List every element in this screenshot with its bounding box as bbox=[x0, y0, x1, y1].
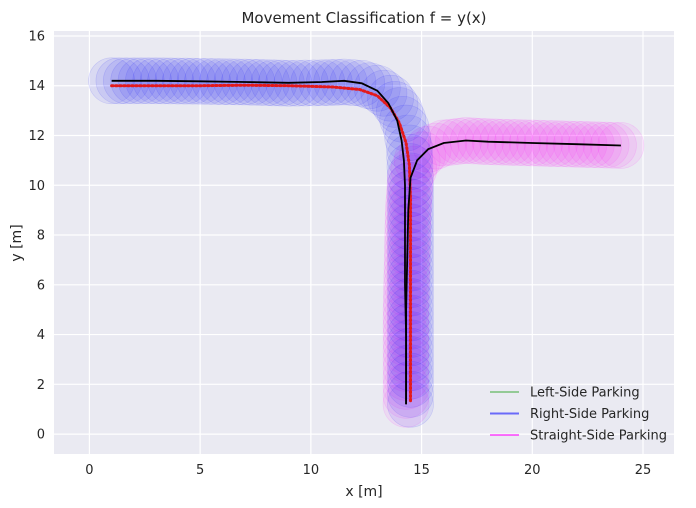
x-tick-label: 15 bbox=[413, 463, 430, 478]
x-tick-label: 5 bbox=[196, 463, 204, 478]
paths bbox=[110, 79, 621, 405]
plot-area bbox=[54, 31, 674, 454]
series-envelope bbox=[88, 57, 434, 428]
legend-label: Right-Side Parking bbox=[530, 407, 649, 422]
y-axis-label: y [m] bbox=[9, 224, 25, 261]
envelope-circle bbox=[346, 62, 393, 110]
x-tick-label: 0 bbox=[85, 463, 93, 478]
grid bbox=[54, 31, 674, 454]
envelope-circle bbox=[367, 74, 414, 122]
x-axis-label: x [m] bbox=[345, 484, 382, 500]
chart-title: Movement Classification f = y(x) bbox=[241, 9, 486, 27]
x-tick-label: 10 bbox=[303, 463, 320, 478]
y-tick-label: 14 bbox=[28, 79, 45, 94]
trajectory-left bbox=[111, 79, 407, 405]
y-tick-label: 0 bbox=[37, 428, 45, 443]
y-tick-label: 8 bbox=[37, 229, 45, 244]
tick-labels: 0 5 10 15 20 25 0 2 4 6 8 10 12 14 16 bbox=[28, 29, 651, 478]
y-tick-label: 10 bbox=[28, 179, 45, 194]
y-tick-label: 6 bbox=[37, 278, 45, 293]
legend-label: Left-Side Parking bbox=[530, 386, 640, 401]
y-tick-label: 16 bbox=[28, 29, 45, 44]
envelope-circle bbox=[371, 81, 419, 128]
legend: Left-Side Parking Right-Side Parking Strai… bbox=[490, 386, 667, 444]
x-tick-label: 25 bbox=[635, 463, 652, 478]
x-tick-label: 20 bbox=[524, 463, 541, 478]
trajectory-right bbox=[405, 139, 621, 405]
y-tick-label: 2 bbox=[37, 378, 45, 393]
y-tick-label: 12 bbox=[28, 129, 45, 144]
envelope-circle bbox=[360, 69, 408, 117]
y-tick-label: 4 bbox=[37, 328, 45, 343]
legend-label: Straight-Side Parking bbox=[530, 429, 667, 444]
